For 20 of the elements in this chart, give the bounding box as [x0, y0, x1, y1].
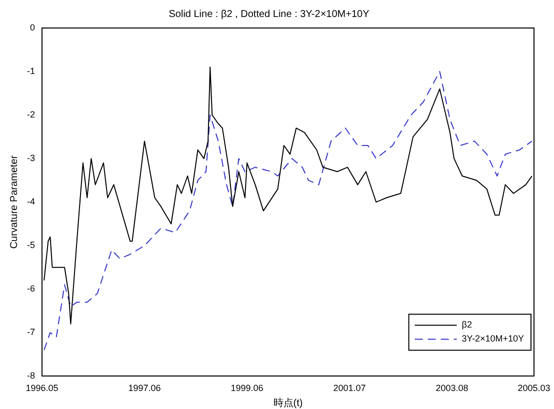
legend-label: 3Y-2×10M+10Y	[462, 334, 524, 344]
x-tick-label: 1999.06	[230, 383, 264, 394]
x-tick-label: 2003.08	[436, 383, 468, 394]
y-tick-label: -7	[26, 327, 35, 338]
legend-label: β2	[462, 320, 472, 330]
chart-title: Solid Line : β2 , Dotted Line : 3Y-2×10M+10Y	[168, 8, 370, 20]
y-tick-label: -1	[26, 66, 35, 76]
x-tick-label: 1997.06	[128, 383, 161, 394]
y-tick-label: 0	[30, 22, 35, 32]
y-tick-label: -5	[26, 240, 35, 250]
y-tick-label: -3	[26, 153, 35, 164]
x-axis-title: 時点(t)	[273, 396, 303, 409]
y-tick-label: -8	[26, 370, 35, 381]
y-tick-label: -2	[26, 110, 35, 120]
x-tick-label: 2001.07	[333, 383, 366, 394]
y-tick-label: -6	[26, 284, 35, 294]
x-tick-label: 1996.05	[26, 383, 58, 394]
y-tick-label: -4	[26, 196, 35, 207]
y-axis-title: Curvature Parameter	[8, 154, 20, 249]
x-tick-label: 2005.03	[518, 383, 550, 394]
